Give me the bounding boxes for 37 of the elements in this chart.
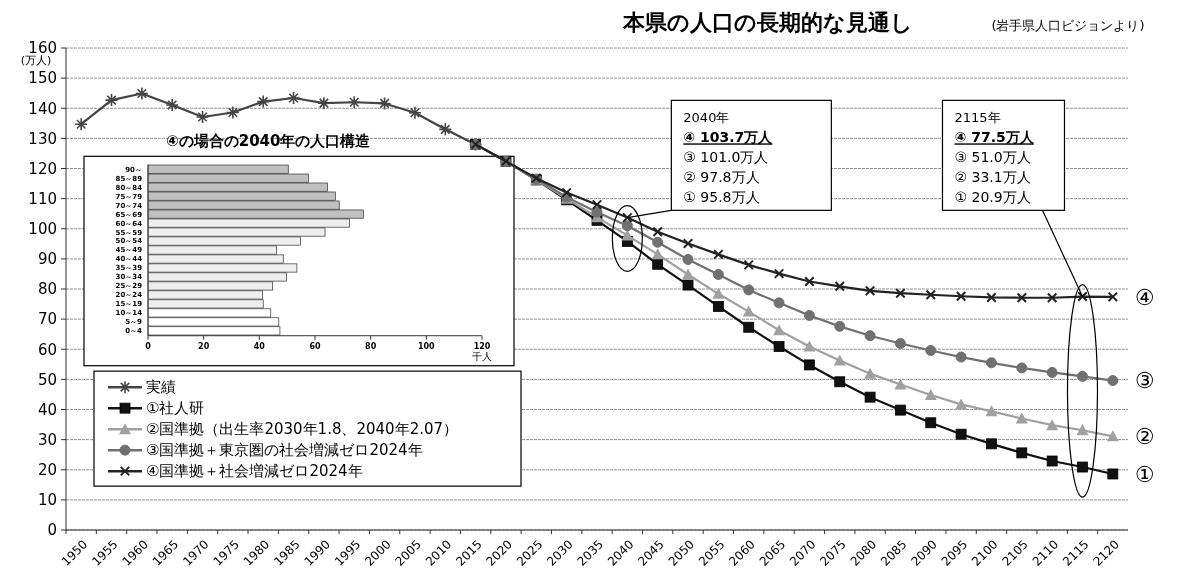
x-tick-label: 80 [365, 341, 377, 351]
y-tick-label: 20 [37, 461, 57, 479]
legend-label: ④国準拠＋社会増減ゼロ2024年 [146, 462, 363, 481]
chart-subtitle: (岩手県人口ビジョンより) [991, 18, 1145, 33]
x-tick-label: 100 [417, 341, 436, 351]
x-tick-label: 40 [253, 341, 266, 351]
y-tick-label: 140 [28, 99, 57, 118]
legend-label: 実績 [146, 378, 176, 397]
annotation: 2115年 ④ 77.5万人 ③ 51.0万人 ② 33.1万人 ① 20.9万人 [954, 110, 1035, 206]
y-tick-label: 150 [28, 69, 57, 88]
chart-title: ④の場合の2040年の人口構造 [166, 132, 372, 151]
y-tick-label: 0 [47, 521, 57, 540]
annotation: 2040年 ④ 103.7万人 ③ 101.0万人 ② 97.8万人 ① 95.8万人 [683, 110, 774, 206]
y-tick-label: 130 [28, 129, 57, 148]
legend-label: ①社人研 [146, 399, 205, 418]
legend-label: ③国準拠＋東京圏の社会増減ゼロ2024年 [146, 441, 423, 460]
y-tick-label: 100 [28, 220, 57, 238]
y-tick-label: 10 [37, 491, 57, 510]
x-tick-label: 20 [198, 341, 210, 351]
annotation: ④ [1134, 284, 1155, 310]
y-tick-label: 120 [28, 159, 57, 178]
x-tick-label: 0 [145, 341, 152, 351]
x-tick-label: 120 [473, 341, 491, 351]
y-tick-label: 90 [37, 250, 57, 269]
y-tick-label: 110 [28, 189, 57, 208]
y-tick-label: 50 [37, 370, 57, 389]
legend-label: ②国準拠（出生率2030年1.8、2040年2.07） [146, 420, 459, 439]
x-axis-title: 千人 [472, 350, 492, 362]
annotation: ② [1134, 424, 1155, 450]
annotation: ① [1134, 461, 1155, 487]
y-tick-label: 30 [37, 430, 57, 449]
annotation: ③ [1134, 368, 1155, 394]
y-tick-label: 80 [37, 280, 57, 299]
y-tick-label: 70 [37, 310, 57, 329]
chart-title: 本県の人口の長期的な見通し [622, 10, 913, 35]
x-tick-label: 60 [309, 341, 321, 351]
y-tick-label: 40 [37, 400, 57, 419]
